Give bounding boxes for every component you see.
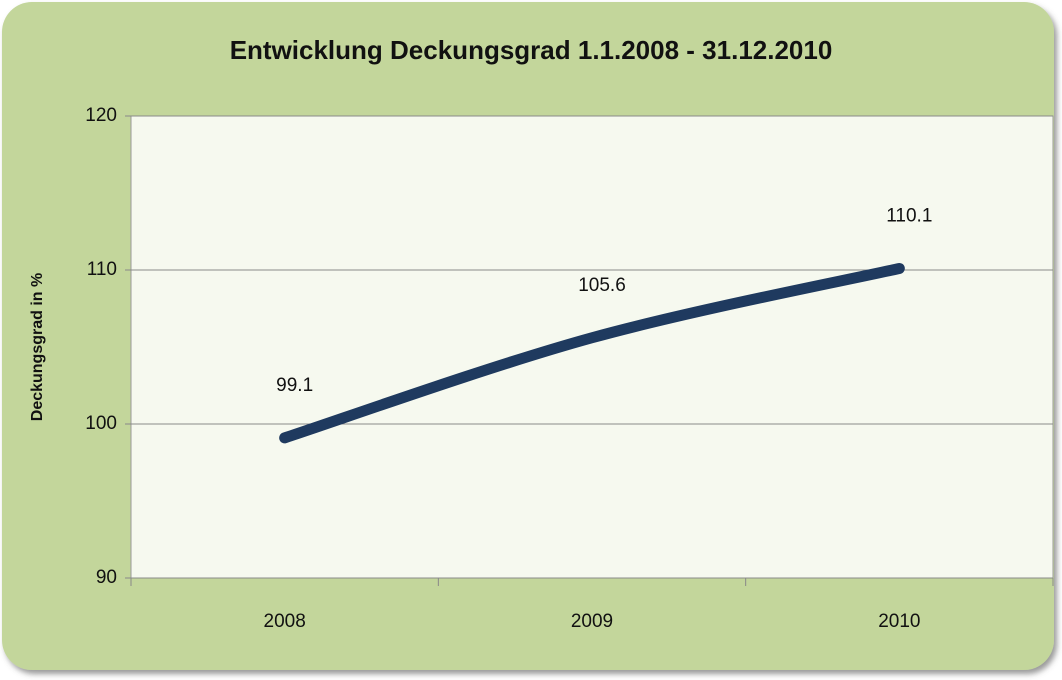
plot-area bbox=[130, 115, 1054, 579]
data-label: 110.1 bbox=[886, 205, 932, 226]
data-label: 105.6 bbox=[578, 275, 626, 296]
y-tick-label: 110 bbox=[87, 259, 117, 280]
line-series bbox=[279, 262, 905, 444]
x-tick-label: 2009 bbox=[571, 611, 613, 632]
y-axis-label: Deckungsgrad in % bbox=[29, 273, 46, 421]
y-tick-label: 120 bbox=[85, 105, 117, 126]
chart-title: Entwicklung Deckungsgrad 1.1.2008 - 31.1… bbox=[230, 35, 833, 65]
x-tick-label: 2010 bbox=[878, 611, 920, 632]
y-tick-label: 100 bbox=[85, 413, 117, 434]
y-tick-label: 90 bbox=[96, 567, 117, 588]
x-tick-label: 2008 bbox=[264, 611, 306, 632]
data-label: 99.1 bbox=[276, 375, 313, 396]
